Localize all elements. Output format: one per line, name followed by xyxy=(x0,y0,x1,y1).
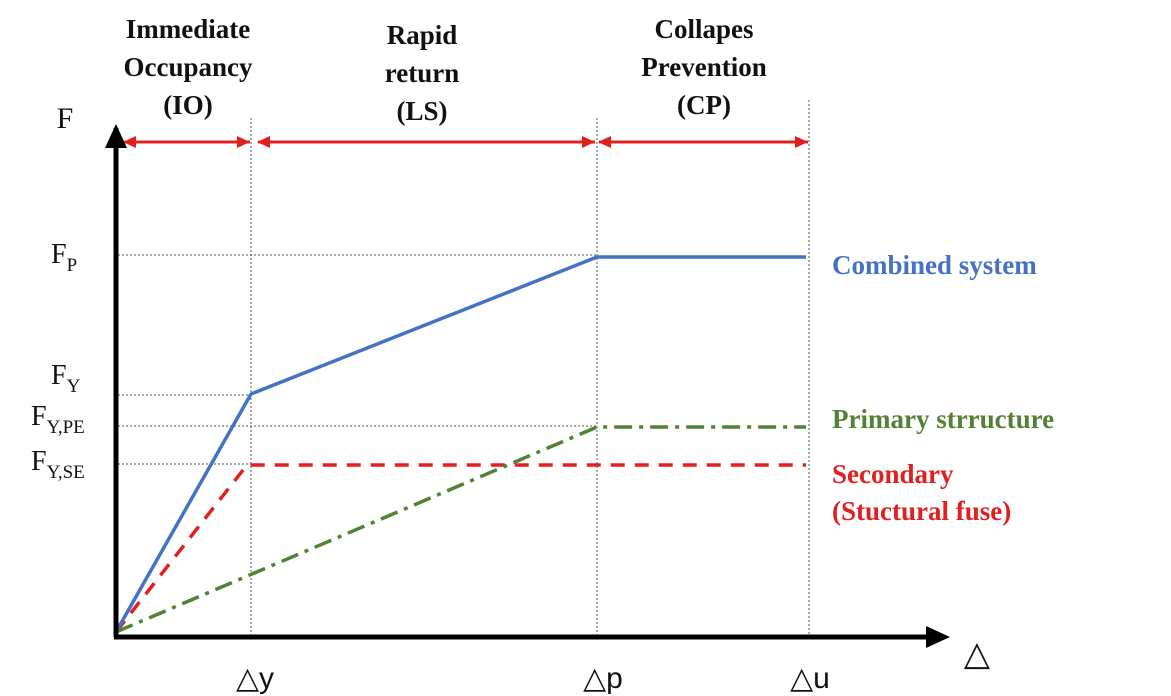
zone-io-line2: Occupancy xyxy=(123,52,253,82)
fyse-label: FY,SE xyxy=(31,446,85,483)
fype-label: FY,PE xyxy=(31,401,85,438)
secondary-fuse-curve xyxy=(114,463,806,634)
secondary-label-line1: Secondary xyxy=(832,459,954,489)
zone-ls-line3: (LS) xyxy=(396,96,447,126)
secondary-label-line2: (Stuctural fuse) xyxy=(832,496,1011,526)
zone-ls-line1: Rapid xyxy=(387,20,458,50)
x-axis-arrowhead xyxy=(926,626,950,648)
primary-structure-curve xyxy=(115,425,806,634)
zone-io-heading: Immediate Occupancy (IO) xyxy=(123,14,253,120)
primary-structure-label: Primary strructure xyxy=(832,404,1054,434)
zone-cp-heading: Collapes Prevention (CP) xyxy=(641,14,766,120)
x-axis-label: △ xyxy=(964,635,991,673)
y-axis-arrowhead xyxy=(105,124,127,148)
fy-label: FY xyxy=(51,360,81,397)
zone-io-line1: Immediate xyxy=(126,14,250,44)
combined-system-label: Combined system xyxy=(832,250,1037,280)
combined-system-curve xyxy=(114,255,806,633)
zone-io-line3: (IO) xyxy=(163,90,213,120)
delta-p-label: △p xyxy=(583,662,623,695)
delta-u-label: △u xyxy=(790,662,830,695)
zone-ls-heading: Rapid return (LS) xyxy=(385,20,460,126)
delta-y-label: △y xyxy=(236,662,274,695)
fp-label: FP xyxy=(51,239,77,276)
zone-cp-line1: Collapes xyxy=(654,14,753,44)
zone-ls-line2: return xyxy=(385,58,460,88)
y-axis-label: F xyxy=(57,102,74,135)
zone-cp-line2: Prevention xyxy=(641,52,766,82)
zone-cp-line3: (CP) xyxy=(677,90,731,120)
